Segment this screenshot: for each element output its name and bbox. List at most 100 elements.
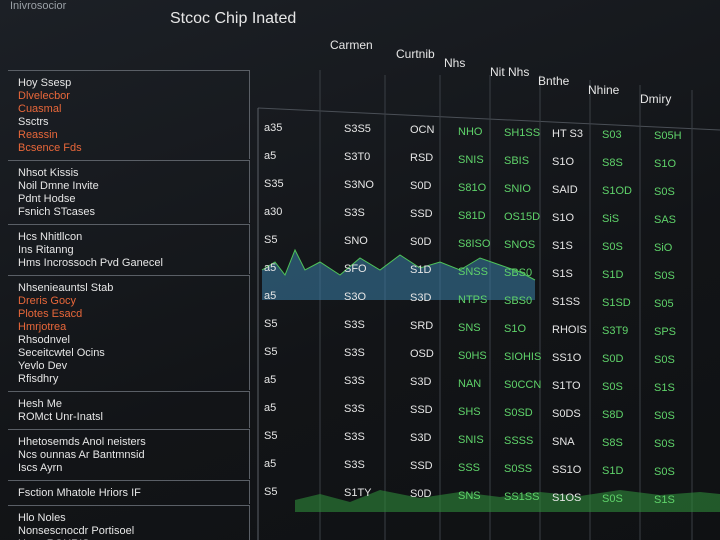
table-cell: SH1SS <box>504 126 541 139</box>
table-cell: S1O <box>552 212 575 224</box>
table-cell: SSD <box>410 208 433 221</box>
sidebar-item: Fsnich STcases <box>18 206 96 218</box>
table-cell: S1S <box>552 240 573 252</box>
table-cell: RSD <box>410 152 434 165</box>
table-cell: SS1O <box>552 352 582 364</box>
table-cell: S1S <box>654 382 675 395</box>
table-cell: S0D <box>410 236 432 249</box>
table-cell: S5 <box>264 318 278 330</box>
table-cell: OS15D <box>504 210 541 223</box>
table-cell: S03 <box>602 129 622 142</box>
table-cell: S8D <box>602 409 624 422</box>
table-cell: SIOHIS <box>504 350 542 363</box>
sidebar-item: Hlo Noles <box>18 512 66 524</box>
sidebar-item: Hmrjotrea <box>18 321 67 333</box>
table-cell: SBIS <box>504 154 530 167</box>
sidebar-item: Pdnt Hodse <box>18 193 76 205</box>
table-cell: S05H <box>654 130 682 143</box>
sidebar-item: Bcsence Fds <box>18 142 82 154</box>
table-cell: SAID <box>552 184 578 196</box>
page-title: Stcoc Chip Inated <box>170 10 297 27</box>
table-cell: SNIS <box>458 433 484 446</box>
table-cell: SNO <box>344 235 368 248</box>
table-cell: S3S <box>344 319 365 332</box>
table-cell: SSD <box>410 460 433 473</box>
table-cell: a35 <box>264 122 283 134</box>
table-cell: S1O <box>654 158 677 171</box>
table-cell: S1O <box>504 322 527 335</box>
sidebar-item: Hesh Me <box>18 398 63 410</box>
sidebar-item: Fsction Mhatole Hriors IF <box>18 487 141 499</box>
table-cell: a5 <box>264 402 277 414</box>
sidebar-item: Nhsenieauntsl Stab <box>18 282 114 294</box>
table-cell: S1S <box>552 268 573 280</box>
column-header: Nit Nhs <box>490 65 530 79</box>
table-cell: SS1SS <box>504 490 540 503</box>
sidebar-item: Ncs ounnas Ar Bantmnsid <box>18 449 145 461</box>
table-cell: a5 <box>264 150 277 162</box>
table-cell: S0D <box>602 353 624 366</box>
table-cell: SSSS <box>504 434 534 447</box>
sidebar-item: Dreris Gocy <box>18 295 77 307</box>
table-cell: S1O <box>552 156 575 168</box>
table-cell: S3S <box>344 207 365 220</box>
table-cell: S3S <box>344 375 365 388</box>
table-cell: S5 <box>264 234 278 246</box>
table-cell: S3T9 <box>602 325 629 338</box>
sidebar-group: Hoy Ssesp Dlvelecbor Cuasmal Ssctrs Reassin B… <box>8 70 250 159</box>
column-header: Carmen <box>330 38 373 52</box>
table-cell: S3NO <box>344 179 374 192</box>
sidebar-item: Noil Dmne Invite <box>18 180 99 192</box>
sidebar-group: Nhsenieauntsl Stab Dreris Gocy Plotes Esac… <box>8 275 250 390</box>
table-cell: S35 <box>264 178 284 190</box>
table-cell: SNSS <box>458 265 488 278</box>
table-cell: S0D <box>410 488 432 501</box>
table-cell: a5 <box>264 262 277 274</box>
sidebar-item: Nhsot Kissis <box>18 167 79 179</box>
table-cell: S0SD <box>504 406 533 419</box>
sidebar-item: Nonsescnocdr Portisoel <box>18 525 135 537</box>
table-cell: S3D <box>410 432 432 445</box>
table-cell: SS1O <box>552 464 582 476</box>
table-cell: SiO <box>654 242 673 255</box>
table-cell: S1SS <box>552 296 581 308</box>
table-cell: SNIO <box>504 182 531 195</box>
table-cell: S05 <box>654 298 674 311</box>
table-cell: SNIS <box>458 153 484 166</box>
table-cell: NTPS <box>458 293 488 306</box>
sidebar-item: Hms Incrossoch Pvd Ganecel <box>18 257 163 269</box>
table-cell: S3D <box>410 292 432 305</box>
table-cell: HT S3 <box>552 128 583 140</box>
table-cell: SSS <box>458 461 481 474</box>
table-cell: a5 <box>264 458 277 470</box>
table-cell: OSD <box>410 348 434 361</box>
table-cell: S0S <box>602 381 623 394</box>
table-cell: S81D <box>458 209 486 222</box>
sidebar-item: Cuasmal <box>18 103 62 115</box>
sidebar-item: ROMct Unr-Inatsl <box>18 411 103 423</box>
table-cell: SSD <box>410 404 433 417</box>
table-cell: S0S <box>654 186 675 199</box>
column-header: Nhine <box>588 83 620 97</box>
table-cell: S0S <box>602 241 623 254</box>
table-cell: S3S <box>344 459 365 472</box>
table-cell: S0CCN <box>504 378 542 391</box>
table-cell: S1D <box>602 269 624 282</box>
column-header: Curtnib <box>396 47 435 61</box>
table-cell: S1SD <box>602 297 631 310</box>
table-cell: S3T0 <box>344 151 371 164</box>
column-header: Dmiry <box>640 92 672 106</box>
sidebar-item: Hhetosemds Anol neisters <box>18 436 146 448</box>
table-cell: SBS0 <box>504 294 533 307</box>
sidebar-item: Hcs Nhitllcon <box>18 231 83 243</box>
sidebar-item: Yevlo Dev <box>18 360 68 372</box>
sidebar-item: Reassin <box>18 129 58 141</box>
sidebar-group: Hcs Nhitllcon Ins Ritanng Hms Incrossoch P… <box>8 224 250 274</box>
sidebar-item: Hoy Ssesp <box>18 77 72 89</box>
sidebar-group: Fsction Mhatole Hriors IF <box>8 480 250 504</box>
table-cell: SPS <box>654 326 677 339</box>
table-cell: S1TO <box>552 380 581 392</box>
table-cell: SBS0 <box>504 266 533 279</box>
table-cell: SNS <box>458 321 481 334</box>
